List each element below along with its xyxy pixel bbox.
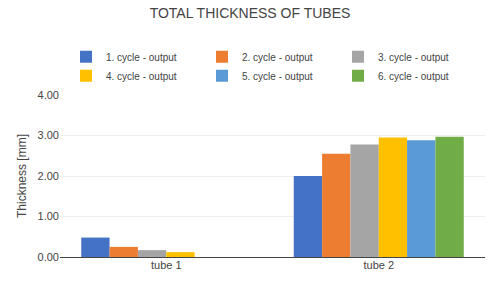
svg-text:Thickness [mm]: Thickness [mm] xyxy=(15,134,29,218)
svg-text:3.00: 3.00 xyxy=(38,129,59,141)
svg-text:3. cycle - output: 3. cycle - output xyxy=(378,52,449,63)
svg-text:2. cycle - output: 2. cycle - output xyxy=(242,52,313,63)
svg-text:1. cycle - output: 1. cycle - output xyxy=(106,52,177,63)
svg-text:6. cycle - output: 6. cycle - output xyxy=(378,71,449,82)
svg-text:1.00: 1.00 xyxy=(38,210,59,222)
svg-text:4.00: 4.00 xyxy=(38,89,59,101)
svg-text:4. cycle - output: 4. cycle - output xyxy=(106,71,177,82)
svg-text:2.00: 2.00 xyxy=(38,170,59,182)
svg-text:tube 1: tube 1 xyxy=(151,259,182,271)
svg-text:0.00: 0.00 xyxy=(38,251,59,263)
svg-text:tube 2: tube 2 xyxy=(363,259,394,271)
svg-text:5. cycle - output: 5. cycle - output xyxy=(242,71,313,82)
svg-text:TOTAL THICKNESS OF TUBES: TOTAL THICKNESS OF TUBES xyxy=(150,5,351,21)
